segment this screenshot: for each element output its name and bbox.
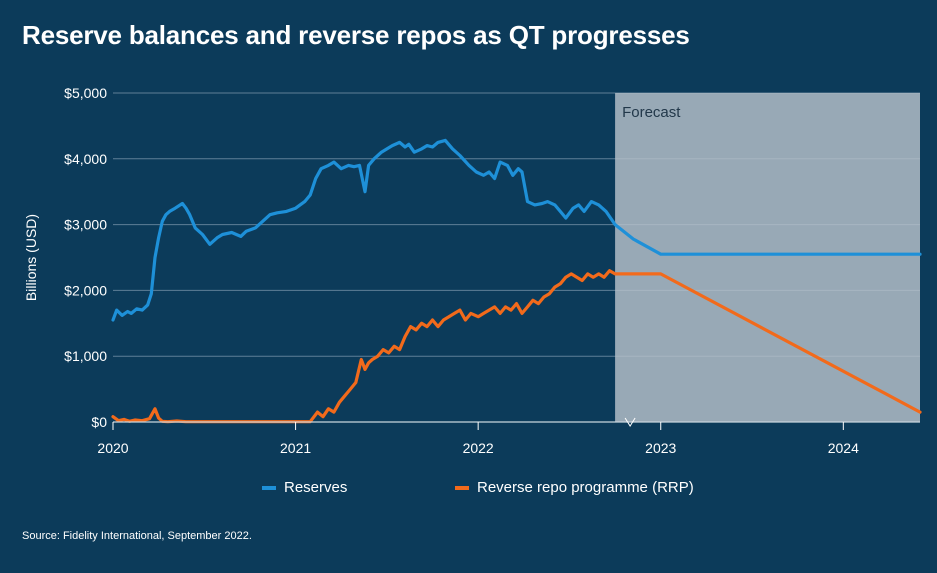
- x-tick-label: 2021: [280, 440, 311, 456]
- y-tick-label: $3,000: [64, 217, 107, 233]
- y-tick-label: $2,000: [64, 282, 107, 298]
- x-tick-label: 2023: [645, 440, 676, 456]
- source-note: Source: Fidelity International, Septembe…: [22, 530, 252, 542]
- x-tick-label: 2020: [97, 440, 128, 456]
- forecast-region: Forecast: [615, 93, 920, 422]
- legend-label-rrp: Reverse repo programme (RRP): [477, 479, 694, 496]
- x-tick-label: 2024: [828, 440, 859, 456]
- legend-swatch-rrp: [455, 485, 469, 490]
- legend-swatch-reserves: [262, 485, 276, 490]
- y-tick-label: $0: [91, 414, 107, 430]
- legend-item-rrp: Reverse repo programme (RRP): [455, 479, 694, 496]
- y-tick-label: $1,000: [64, 348, 107, 364]
- y-axis-title: Billions (USD): [23, 214, 39, 301]
- forecast-label: Forecast: [622, 104, 681, 121]
- axis-break-marker: [624, 417, 636, 427]
- chart-title: Reserve balances and reverse repos as QT…: [22, 20, 690, 50]
- line-chart: Forecast $0 $1,000 $2,000 $3,000 $4,000 $5,00…: [23, 85, 922, 456]
- legend-item-reserves: Reserves: [262, 479, 347, 496]
- legend: Reserves Reverse repo programme (RRP): [0, 479, 937, 501]
- reserves-line: [111, 138, 922, 322]
- y-tick-label: $5,000: [64, 85, 107, 101]
- axes: $0 $1,000 $2,000 $3,000 $4,000 $5,000 2020 2021…: [23, 85, 920, 456]
- x-tick-label: 2022: [463, 440, 494, 456]
- y-tick-label: $4,000: [64, 151, 107, 167]
- forecast-shade: [615, 93, 920, 422]
- legend-label-reserves: Reserves: [284, 479, 348, 496]
